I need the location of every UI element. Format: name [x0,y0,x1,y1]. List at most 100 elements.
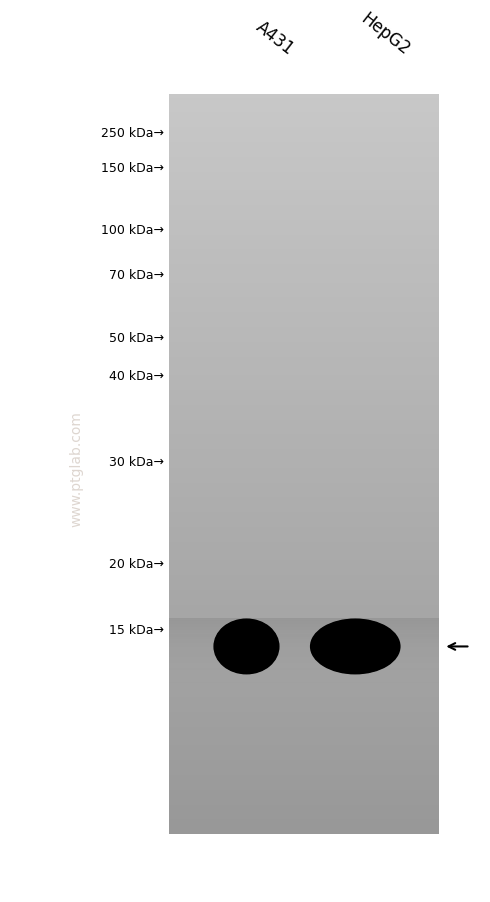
Bar [169,380,439,383]
Bar [169,741,439,746]
Bar [169,657,439,658]
Bar [169,645,439,646]
Text: 70 kDa→: 70 kDa→ [109,269,164,281]
Bar [169,206,439,209]
Bar [169,642,439,643]
Ellipse shape [321,625,390,668]
Bar [169,121,439,124]
Bar [169,135,439,139]
Bar [169,694,439,697]
Bar [169,633,439,634]
Ellipse shape [318,623,393,670]
Text: A431: A431 [252,18,297,59]
Bar [169,450,439,454]
Bar [169,612,439,616]
Ellipse shape [224,628,269,666]
Text: 50 kDa→: 50 kDa→ [109,332,164,345]
Bar [169,179,439,183]
Ellipse shape [333,633,377,660]
Bar [169,616,439,620]
Bar [169,634,439,635]
Ellipse shape [221,625,271,668]
Ellipse shape [317,623,394,670]
Bar [169,346,439,350]
Bar [169,324,439,327]
Bar [169,114,439,117]
Bar [169,354,439,357]
Bar [169,701,439,705]
Text: 250 kDa→: 250 kDa→ [101,127,164,140]
Bar [169,648,439,649]
Bar [169,294,439,298]
Bar [169,753,439,757]
Ellipse shape [310,619,401,675]
Ellipse shape [313,621,398,673]
Bar [169,343,439,346]
Bar [169,621,439,622]
Bar [169,483,439,487]
Bar [169,479,439,483]
Bar [169,709,439,713]
Bar [169,216,439,220]
Bar [169,757,439,760]
Bar [169,642,439,646]
Bar [169,350,439,354]
Ellipse shape [228,631,265,662]
Bar [169,750,439,753]
Bar [169,487,439,491]
Bar [169,269,439,272]
Bar [169,306,439,309]
Bar [169,731,439,734]
Bar [169,191,439,195]
Bar [169,283,439,287]
Bar [169,546,439,549]
Bar [169,524,439,528]
Bar [169,161,439,165]
Ellipse shape [323,627,387,667]
Bar [169,139,439,143]
Text: 100 kDa→: 100 kDa→ [101,224,164,236]
Bar [169,768,439,771]
Bar [169,602,439,605]
Text: 20 kDa→: 20 kDa→ [109,557,164,570]
Ellipse shape [214,620,279,674]
Bar [169,680,439,681]
Bar [169,364,439,368]
Bar [169,246,439,250]
Bar [169,647,439,648]
Bar [169,618,439,619]
Bar [169,682,439,683]
Bar [169,655,439,656]
Ellipse shape [227,630,266,663]
Bar [169,636,439,637]
Bar [169,689,439,690]
Bar [169,549,439,553]
Ellipse shape [228,631,265,662]
Bar [169,391,439,394]
Ellipse shape [220,624,273,669]
Bar [169,361,439,364]
Bar [169,686,439,690]
Bar [169,658,439,659]
Bar [169,640,439,641]
Ellipse shape [225,629,268,665]
Bar [169,494,439,498]
Bar [169,619,439,620]
Bar [169,801,439,805]
Bar [169,697,439,701]
Bar [169,805,439,808]
Bar [169,410,439,413]
Bar [169,641,439,642]
Bar [169,502,439,505]
Bar [169,764,439,768]
Bar [169,644,439,645]
Bar [169,625,439,626]
Ellipse shape [331,631,380,662]
Bar [169,383,439,387]
Bar [169,154,439,158]
Bar [169,771,439,775]
Bar [169,679,439,683]
Bar [169,498,439,502]
Ellipse shape [327,630,383,664]
Bar [169,124,439,128]
